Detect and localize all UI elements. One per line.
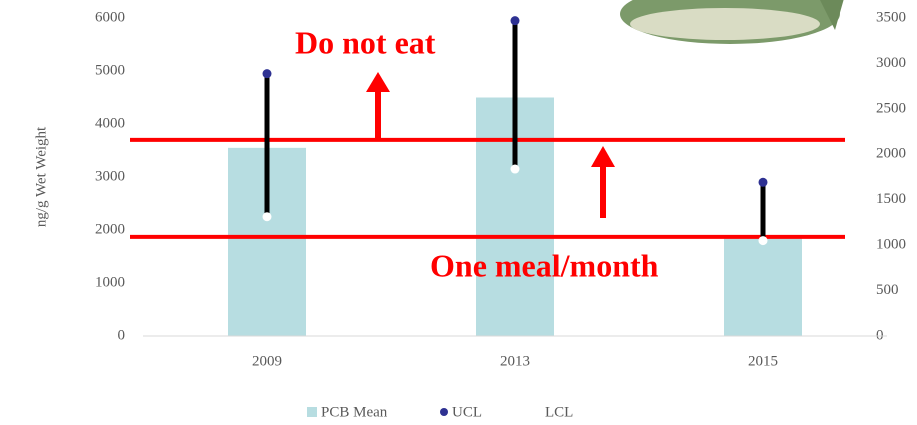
y2-tick-label: 500 bbox=[876, 282, 899, 298]
x-tick-label: 2009 bbox=[252, 353, 282, 369]
legend-label: PCB Mean bbox=[321, 404, 388, 420]
legend-swatch bbox=[307, 407, 317, 417]
fish-image bbox=[620, 0, 844, 44]
y2-tick-label: 3500 bbox=[876, 9, 906, 25]
y2-tick-label: 2000 bbox=[876, 146, 906, 162]
threshold-label: One meal/month bbox=[430, 247, 659, 283]
lcl-marker bbox=[262, 212, 272, 222]
y2-tick-label: 2500 bbox=[876, 100, 906, 116]
y2-tick-label: 1000 bbox=[876, 237, 906, 253]
arrows bbox=[366, 72, 615, 218]
y-tick-label: 2000 bbox=[95, 221, 125, 237]
lcl-marker bbox=[758, 236, 768, 246]
bar bbox=[724, 237, 802, 336]
ucl-marker bbox=[510, 16, 520, 26]
legend-label: LCL bbox=[545, 404, 573, 420]
y2-tick-label: 1500 bbox=[876, 191, 906, 207]
y-tick-label: 4000 bbox=[95, 115, 125, 131]
legend-swatch bbox=[532, 408, 540, 416]
y2-tick-label: 0 bbox=[876, 327, 884, 343]
legend-swatch bbox=[440, 408, 448, 416]
ucl-marker bbox=[262, 69, 272, 79]
y-tick-label: 5000 bbox=[95, 62, 125, 78]
y-tick-label: 6000 bbox=[95, 9, 125, 25]
y-tick-label: 0 bbox=[118, 327, 126, 343]
ucl-marker bbox=[758, 177, 768, 187]
legend-label: UCL bbox=[452, 404, 482, 420]
y-axis-label: ng/g Wet Weight bbox=[33, 126, 49, 227]
y2-tick-label: 3000 bbox=[876, 55, 906, 71]
lcl-marker bbox=[510, 164, 520, 174]
threshold-label: Do not eat bbox=[295, 24, 436, 60]
y-tick-label: 1000 bbox=[95, 274, 125, 290]
y-tick-label: 3000 bbox=[95, 168, 125, 184]
x-tick-label: 2013 bbox=[500, 353, 530, 369]
x-tick-label: 2015 bbox=[748, 353, 778, 369]
